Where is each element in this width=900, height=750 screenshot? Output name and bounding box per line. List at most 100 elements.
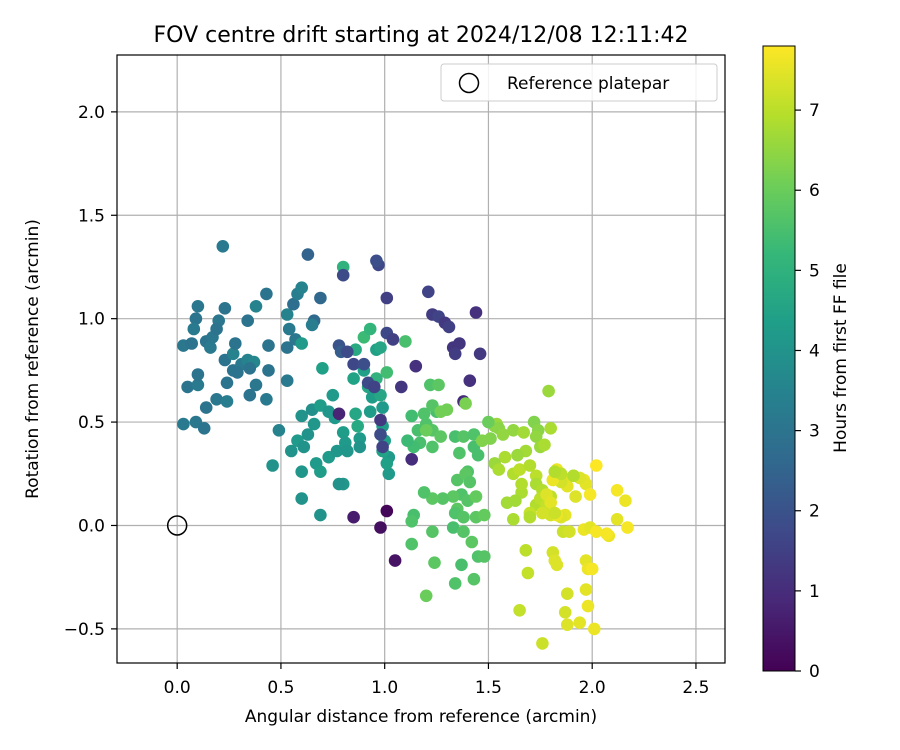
data-point: [314, 508, 327, 522]
data-point: [465, 535, 479, 549]
data-point: [347, 510, 360, 524]
data-point: [330, 444, 344, 458]
chart-title: FOV centre drift starting at 2024/12/08 …: [154, 23, 689, 48]
data-point: [467, 572, 481, 586]
data-point: [388, 554, 402, 567]
data-point: [401, 434, 414, 448]
y-axis: −0.5 0.0 0.5 1.0 1.5 2.0: [64, 103, 117, 640]
data-point: [548, 506, 562, 520]
data-point: [210, 322, 223, 336]
data-point: [457, 510, 470, 524]
data-point: [282, 322, 296, 336]
data-point: [357, 357, 371, 371]
data-point: [280, 374, 294, 388]
data-point: [341, 345, 354, 359]
data-point: [204, 341, 217, 354]
data-point: [563, 525, 576, 538]
data-point: [511, 448, 524, 462]
x-tick-label: 1.0: [371, 678, 398, 698]
data-point: [226, 347, 240, 361]
data-point: [197, 422, 211, 435]
data-point: [610, 484, 624, 497]
data-point: [307, 417, 321, 431]
data-point: [243, 362, 257, 375]
data-point: [266, 459, 279, 472]
data-point: [370, 254, 383, 268]
data-point: [434, 430, 448, 443]
data-point: [542, 384, 555, 398]
data-point: [453, 337, 466, 350]
data-point: [521, 566, 535, 580]
legend-label-reference-platepar: Reference platepar: [507, 74, 669, 94]
data-point: [374, 521, 387, 534]
data-point: [316, 362, 329, 375]
data-point: [455, 558, 468, 572]
y-tick-label: 1.5: [78, 206, 105, 226]
data-point: [249, 378, 263, 392]
data-point: [260, 287, 273, 301]
data-point: [301, 248, 315, 261]
data-point: [191, 368, 205, 381]
data-point: [243, 388, 257, 402]
data-point: [459, 397, 472, 410]
data-point: [231, 366, 244, 379]
data-point: [191, 300, 205, 313]
data-point: [351, 419, 365, 433]
data-point: [380, 291, 394, 305]
colorbar: 0 1 2 3 4 5 6 7 Hours from first FF file: [762, 45, 851, 682]
colorbar-tick-label: 2: [809, 502, 820, 522]
data-point: [336, 426, 350, 439]
data-point: [432, 378, 445, 392]
data-point: [187, 322, 201, 336]
data-point: [544, 496, 557, 510]
data-point: [463, 374, 477, 388]
data-point: [380, 504, 394, 518]
data-point: [519, 544, 533, 557]
x-tick-label: 2.0: [579, 678, 606, 698]
data-point: [579, 583, 593, 596]
data-point: [573, 616, 586, 629]
data-point: [220, 376, 234, 390]
y-axis-label: Rotation from reference (arcmin): [23, 219, 43, 499]
colorbar-ticks: 0 1 2 3 4 5 6 7: [795, 101, 820, 682]
data-point: [515, 477, 528, 491]
data-point: [588, 622, 601, 636]
colorbar-tick-label: 0: [809, 662, 820, 682]
data-point: [405, 453, 419, 466]
data-point: [448, 347, 462, 361]
data-point: [295, 337, 309, 350]
data-point: [199, 401, 213, 414]
data-point: [548, 465, 562, 479]
data-point: [548, 554, 562, 567]
data-point: [569, 490, 582, 503]
y-tick-label: 0.0: [78, 516, 105, 536]
data-point: [210, 393, 223, 406]
colorbar-tick-label: 1: [809, 582, 820, 602]
data-point: [581, 599, 595, 613]
data-point: [380, 366, 394, 379]
data-point: [262, 339, 275, 352]
data-point: [295, 465, 309, 479]
data-point: [295, 409, 309, 423]
data-point: [417, 407, 431, 421]
data-point: [442, 320, 456, 334]
data-point: [409, 359, 423, 373]
data-point: [181, 380, 194, 394]
data-point: [295, 492, 309, 505]
data-point: [500, 496, 514, 510]
data-point: [382, 467, 396, 481]
data-point: [619, 494, 632, 508]
data-point: [558, 606, 572, 619]
data-point: [380, 457, 394, 470]
y-tick-label: 2.0: [78, 103, 105, 123]
data-point: [353, 440, 367, 454]
x-tick-label: 0.5: [267, 678, 294, 698]
legend-marker-reference-platepar: [458, 72, 480, 94]
data-point: [492, 463, 506, 476]
data-point: [280, 341, 294, 354]
data-point: [436, 492, 450, 505]
data-point: [471, 448, 485, 462]
data-point: [260, 393, 273, 406]
data-point: [326, 388, 340, 402]
data-point: [498, 450, 512, 464]
